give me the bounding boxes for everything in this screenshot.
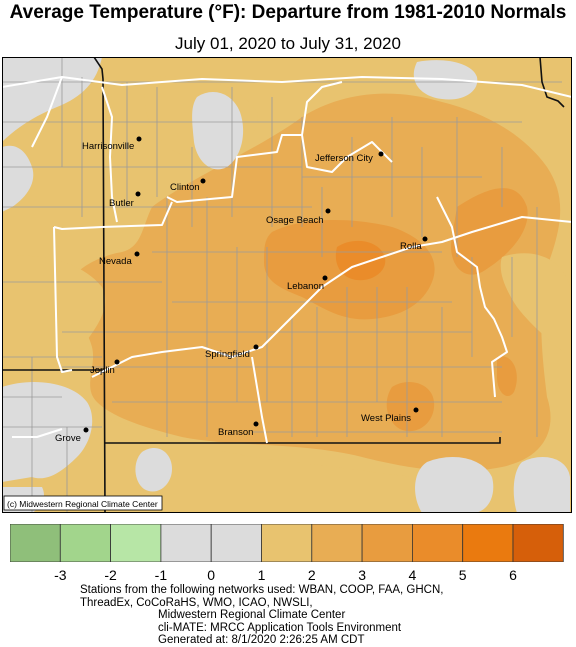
legend-tick-label: 0 bbox=[207, 567, 216, 583]
neutral-area-north bbox=[192, 92, 244, 170]
footer-networks-line1: Stations from the following networks use… bbox=[80, 584, 444, 596]
city-label: Jefferson City bbox=[315, 153, 373, 164]
city-label: Joplin bbox=[90, 365, 115, 376]
city-dot bbox=[422, 236, 428, 242]
city-dot bbox=[200, 178, 206, 184]
copyright-text: (c) Midwestern Regional Climate Center bbox=[7, 499, 158, 509]
legend-tick-label: 6 bbox=[509, 567, 517, 583]
map-frame bbox=[2, 57, 572, 513]
contour-3-to-4-se bbox=[497, 356, 517, 397]
footer-generated: Generated at: 8/1/2020 2:26:25 AM CDT bbox=[158, 634, 365, 646]
city-dot bbox=[135, 191, 141, 197]
state-borders bbox=[2, 57, 565, 513]
legend-tick-label: 3 bbox=[358, 567, 366, 583]
contour-1-to-2-east bbox=[500, 253, 570, 357]
city-dot bbox=[322, 275, 328, 281]
legend-swatch bbox=[210, 524, 262, 562]
neutral-area-southwest bbox=[2, 382, 93, 482]
city-dot bbox=[378, 151, 384, 157]
legend-tick-label: -2 bbox=[104, 567, 117, 583]
legend-swatch bbox=[160, 524, 212, 562]
legend-swatch bbox=[311, 524, 363, 562]
city-dot bbox=[136, 136, 142, 142]
city-dot bbox=[253, 344, 259, 350]
city-label: Rolla bbox=[400, 241, 422, 252]
city-dot bbox=[253, 421, 259, 427]
city-dot bbox=[114, 359, 120, 365]
highways bbox=[2, 76, 572, 444]
map-title: Average Temperature (°F): Departure from… bbox=[9, 2, 567, 23]
contour-1-to-2-west bbox=[2, 255, 106, 364]
city-label: Clinton bbox=[170, 182, 200, 193]
legend-tick-label: 2 bbox=[307, 567, 316, 583]
city-label: Branson bbox=[218, 427, 253, 438]
neutral-area-south bbox=[135, 448, 172, 492]
legend-swatch bbox=[462, 524, 514, 562]
city-dot bbox=[413, 407, 419, 413]
city-label: Osage Beach bbox=[266, 215, 324, 226]
city-label: Grove bbox=[55, 433, 81, 444]
legend-tick-label: 4 bbox=[408, 567, 417, 583]
legend-swatch bbox=[361, 524, 413, 562]
city-dot bbox=[134, 251, 140, 257]
neutral-area-southeast bbox=[415, 457, 494, 513]
legend-swatch bbox=[411, 524, 464, 562]
legend-swatch bbox=[512, 524, 564, 562]
color-legend bbox=[10, 524, 564, 562]
contour-3-to-4-south bbox=[386, 382, 435, 432]
temperature-departure-map: Harrisonville Jefferson City Clinton But… bbox=[2, 57, 572, 513]
footer-credits: Stations from the following networks use… bbox=[80, 584, 550, 647]
legend-tick-label: 1 bbox=[257, 567, 266, 583]
contour-3-to-4-east bbox=[451, 188, 528, 275]
city-dot bbox=[83, 427, 89, 433]
legend-tick-label: 5 bbox=[458, 567, 467, 583]
city-label: Lebanon bbox=[287, 281, 324, 292]
legend-swatch bbox=[10, 524, 61, 562]
map-subtitle: July 01, 2020 to July 31, 2020 bbox=[175, 34, 401, 53]
city-dot bbox=[325, 208, 331, 214]
city-label: Harrisonville bbox=[82, 141, 134, 152]
copyright-box bbox=[3, 495, 163, 511]
city-label: Nevada bbox=[99, 256, 132, 267]
footer-networks-line2: ThreadEx, CoCoRaHS, WMO, ICAO, NWSLI, bbox=[80, 596, 313, 609]
city-label: Springfield bbox=[205, 349, 250, 360]
contour-1-to-2-south bbox=[102, 417, 486, 513]
footer-org: Midwestern Regional Climate Center bbox=[158, 609, 346, 621]
neutral-area-far-southeast bbox=[513, 457, 570, 513]
city-markers: Harrisonville Jefferson City Clinton But… bbox=[55, 136, 428, 444]
city-label: Butler bbox=[109, 198, 134, 209]
legend-swatch bbox=[261, 524, 313, 562]
legend-tick-label: -3 bbox=[54, 567, 67, 583]
city-label: West Plains bbox=[361, 413, 411, 424]
neutral-area-west bbox=[2, 145, 34, 212]
legend-swatch bbox=[59, 524, 111, 562]
legend-tick-label: -1 bbox=[154, 567, 168, 583]
legend-swatch bbox=[110, 524, 162, 562]
footer-tool: cli-MATE: MRCC Application Tools Environ… bbox=[158, 621, 402, 634]
